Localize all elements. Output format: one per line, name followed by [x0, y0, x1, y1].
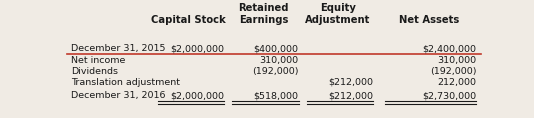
Text: 310,000: 310,000 [260, 56, 299, 65]
Text: $518,000: $518,000 [254, 91, 299, 100]
Text: $212,000: $212,000 [328, 78, 373, 87]
Text: Net income: Net income [71, 56, 125, 65]
Text: Dividends: Dividends [71, 67, 118, 76]
Text: Net Assets: Net Assets [399, 15, 459, 25]
Text: Retained
Earnings: Retained Earnings [238, 3, 288, 25]
Text: Capital Stock: Capital Stock [152, 15, 226, 25]
Text: December 31, 2015: December 31, 2015 [71, 44, 166, 53]
Text: $400,000: $400,000 [254, 44, 299, 53]
Text: 212,000: 212,000 [437, 78, 476, 87]
Text: $212,000: $212,000 [328, 91, 373, 100]
Text: $2,000,000: $2,000,000 [170, 44, 224, 53]
Text: Equity
Adjustment: Equity Adjustment [305, 3, 371, 25]
Text: 310,000: 310,000 [437, 56, 476, 65]
Text: $2,730,000: $2,730,000 [422, 91, 476, 100]
Text: (192,000): (192,000) [430, 67, 476, 76]
Text: $2,000,000: $2,000,000 [170, 91, 224, 100]
Text: December 31, 2016: December 31, 2016 [71, 91, 166, 100]
Text: $2,400,000: $2,400,000 [422, 44, 476, 53]
Text: (192,000): (192,000) [252, 67, 299, 76]
Text: Translation adjustment: Translation adjustment [71, 78, 180, 87]
